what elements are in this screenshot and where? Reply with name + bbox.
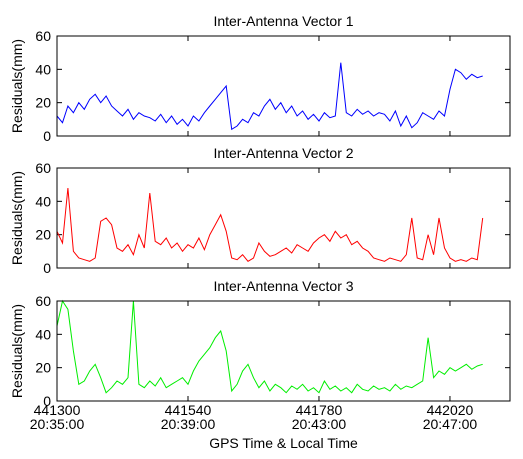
x-tick-time: 20:47:00 (423, 416, 478, 432)
y-tick-label: 0 (43, 128, 51, 144)
subplot-title: Inter-Antenna Vector 3 (213, 278, 353, 294)
plot-area (57, 168, 510, 268)
x-tick-label: 441780 (296, 402, 343, 418)
axes-box (56, 167, 511, 269)
y-tick-label: 60 (35, 160, 51, 176)
series-line (56, 187, 484, 262)
series-line (56, 299, 483, 394)
plot-area (57, 301, 510, 401)
axes-box (56, 300, 511, 402)
y-axis-label: Residuals(mm) (9, 171, 25, 265)
y-axis-label: Residuals(mm) (9, 304, 25, 398)
y-tick-label: 0 (43, 393, 51, 409)
y-tick-label: 20 (35, 227, 51, 243)
x-tick-time: 20:43:00 (292, 416, 347, 432)
x-tick-label: 442020 (427, 402, 474, 418)
y-tick-label: 40 (35, 326, 51, 342)
y-tick-label: 20 (35, 95, 51, 111)
y-tick-label: 20 (35, 360, 51, 376)
x-tick-time: 20:35:00 (30, 416, 85, 432)
y-tick-label: 0 (43, 260, 51, 276)
axes-box (56, 35, 511, 137)
series-line (56, 62, 483, 131)
x-axis-label: GPS Time & Local Time (209, 435, 358, 451)
plot-area (57, 36, 510, 136)
x-tick-label: 441300 (34, 402, 81, 418)
y-tick-label: 40 (35, 193, 51, 209)
subplot-title: Inter-Antenna Vector 2 (213, 145, 353, 161)
y-tick-label: 40 (35, 61, 51, 77)
y-tick-label: 60 (35, 28, 51, 44)
subplot-title: Inter-Antenna Vector 1 (213, 13, 353, 29)
y-axis-label: Residuals(mm) (9, 39, 25, 133)
y-tick-label: 60 (35, 293, 51, 309)
x-tick-label: 441540 (165, 402, 212, 418)
x-tick-time: 20:39:00 (161, 416, 216, 432)
